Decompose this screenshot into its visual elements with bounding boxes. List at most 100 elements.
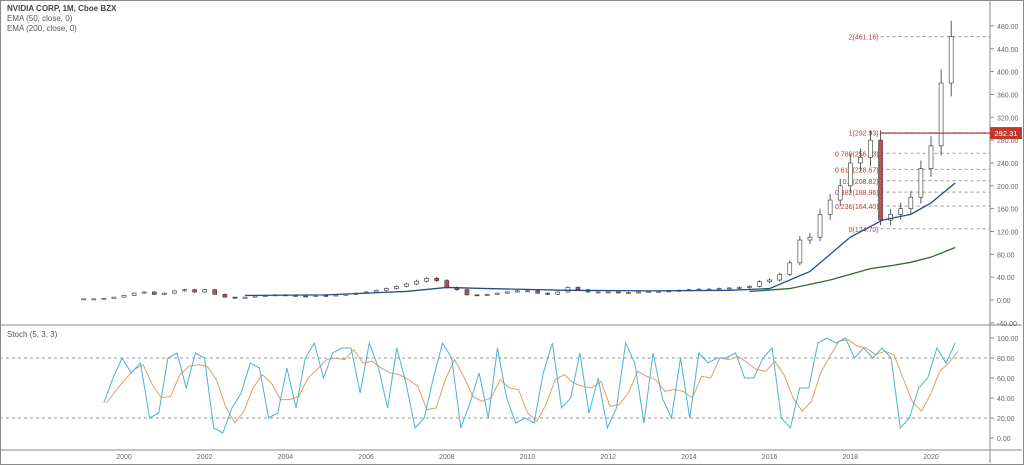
candle-body [525,290,530,293]
candle-body [716,288,722,290]
candle-body [847,162,853,187]
stoch-tick-label: 100.00 [997,336,1019,343]
ema200-line [749,246,956,293]
candle-body [928,145,934,169]
candle-body [81,298,86,301]
candle-body [222,293,228,298]
time-tick-label: 2004 [278,454,294,461]
candle-body [252,295,258,298]
candle-body [646,291,651,293]
candle-body [242,296,248,299]
candle-body [878,139,883,221]
fib-level-label: 0.5(208.82) [843,179,879,186]
price-tick-label: 320.00 [997,115,1019,122]
candle-body [767,279,772,283]
candle-body [111,296,117,299]
price-tick-label: 360.00 [997,92,1019,99]
price-tick-label: 160.00 [997,207,1019,214]
time-tick-label: 2006 [358,454,374,461]
candle-body [141,291,147,294]
fib-level-label: 0.618(228.67) [835,167,879,174]
candle-body [434,278,440,281]
candle-body [837,185,843,201]
candle-body [726,287,732,290]
price-tick-label: 400.00 [997,70,1019,77]
candle-body [757,281,762,287]
candle-body [182,289,187,292]
candle-body [494,292,500,295]
candle-body [938,82,944,147]
fib-level-label: 1(292.93) [849,131,879,138]
price-tick-label: 120.00 [997,229,1019,236]
price-tick-label: 280.00 [997,138,1019,145]
candle-body [131,292,137,296]
candle-body [595,291,601,294]
ema50-line [245,182,956,297]
candle-body [868,139,873,158]
time-tick-label: 2018 [843,454,859,461]
candle-body [888,214,893,221]
last-price-badge [990,127,1022,140]
fib-level-label: 2(461.16) [849,35,879,42]
candle-body [858,156,863,164]
stoch-d-line [106,339,959,424]
candle-body [787,262,793,275]
candle-body [575,287,581,291]
ema50-legend: EMA (50, close, 0) [7,14,73,23]
candle-body [121,295,127,298]
candle-body [817,214,823,238]
candle-body [464,289,470,296]
last-price-label: 292.31 [995,129,1018,138]
candle-body [797,239,803,264]
price-tick-label: 0.00 [997,298,1011,305]
candle-body [777,274,782,281]
candle-body [232,296,238,299]
fib-level-label: 0.382(188.96) [835,190,879,197]
time-tick-label: 2000 [116,454,132,461]
candle-body [474,294,480,297]
candle-body [404,283,409,287]
candle-body [151,291,157,295]
stoch-legend: Stoch (5, 3, 3) [7,330,58,339]
candle-body [192,289,197,293]
candle-body [383,288,389,291]
candle-body [172,290,177,294]
price-tick-label: 200.00 [997,184,1019,191]
candle-body [303,295,308,298]
candle-body [737,287,742,289]
stoch-tick-label: 60.00 [997,376,1015,383]
candle-body [212,289,218,295]
ema200-legend: EMA (200, close, 0) [7,24,77,33]
candle-body [162,292,167,295]
candle-body [747,285,752,288]
candle-body [626,292,631,294]
fib-level-label: 0.786(256.93) [835,151,879,158]
price-tick-label: 440.00 [997,47,1019,54]
stoch-tick-label: 80.00 [997,356,1015,363]
time-tick-label: 2016 [762,454,778,461]
candle-body [101,297,107,300]
candle-body [91,298,97,301]
time-tick-label: 2008 [439,454,455,461]
price-tick-label: 80.00 [997,252,1015,259]
stoch-tick-label: 20.00 [997,416,1015,423]
time-tick-label: 2020 [923,454,939,461]
candle-body [444,280,450,288]
candle-body [827,199,833,215]
candle-body [615,291,621,294]
price-tick-label: 40.00 [997,275,1015,282]
candle-body [948,36,954,84]
candle-body [505,291,510,294]
candle-body [313,295,318,297]
time-tick-label: 2010 [520,454,536,461]
price-tick-label: -40.00 [997,321,1017,328]
candle-body [484,293,490,296]
fib-level-label: 0.236(164.40) [835,204,879,211]
candle-body [807,236,813,241]
stoch-tick-label: 40.00 [997,396,1015,403]
stoch-k-line [103,337,956,434]
chart-title: NVIDIA CORP, 1M, Cboe BZX [7,4,117,13]
candle-body [636,291,641,294]
candle-body [605,291,611,294]
